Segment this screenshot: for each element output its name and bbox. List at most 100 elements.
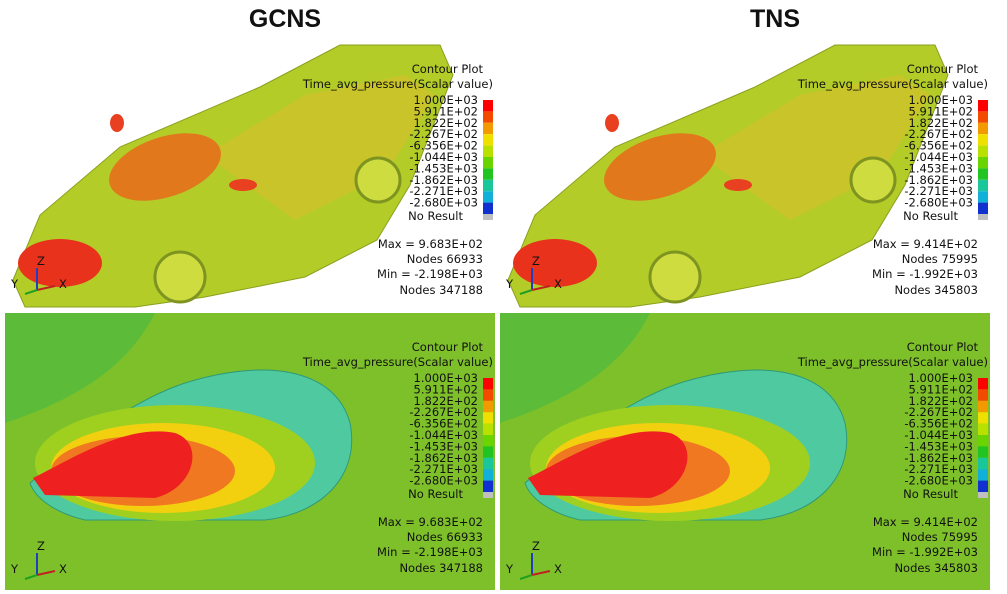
legend-level: -6.356E+02 bbox=[409, 417, 478, 431]
color-band bbox=[483, 179, 493, 192]
contour bbox=[33, 431, 193, 498]
legend-level: -1.862E+03 bbox=[904, 451, 973, 465]
color-band bbox=[978, 202, 988, 214]
axis-label: Y bbox=[10, 277, 19, 291]
legend-level: 1.822E+02 bbox=[414, 394, 478, 408]
color-band bbox=[978, 400, 988, 413]
wheel bbox=[354, 156, 402, 204]
axis-label: X bbox=[554, 562, 562, 576]
mirror bbox=[229, 179, 257, 191]
legend-level: 1.000E+03 bbox=[414, 371, 478, 385]
color-band bbox=[978, 378, 988, 390]
color-band bbox=[483, 469, 493, 481]
stat-min-nodes: Nodes 345803 bbox=[894, 283, 978, 297]
front-pressure bbox=[18, 239, 102, 287]
legend-level: -1.862E+03 bbox=[409, 173, 478, 187]
wheel bbox=[153, 250, 207, 304]
mirror bbox=[110, 114, 124, 132]
legend-level: 5.911E+02 bbox=[909, 104, 973, 118]
column-title: GCNS bbox=[249, 5, 321, 33]
color-band bbox=[483, 480, 493, 492]
stat-min-nodes: Nodes 345803 bbox=[894, 561, 978, 575]
no-result: No Result bbox=[408, 209, 463, 223]
legend-level: -1.453E+03 bbox=[904, 439, 973, 453]
legend-level: -1.044E+03 bbox=[409, 428, 478, 442]
stat-max-nodes: Nodes 66933 bbox=[407, 252, 483, 266]
axis-label: Y bbox=[505, 277, 514, 291]
legend-level: -6.356E+02 bbox=[904, 139, 973, 153]
stat-max: Max = 9.683E+02 bbox=[378, 515, 483, 529]
legend-level: 1.000E+03 bbox=[414, 93, 478, 107]
legend-level: -1.453E+03 bbox=[409, 161, 478, 175]
stat-min: Min = -2.198E+03 bbox=[377, 267, 483, 281]
legend-level: -2.267E+02 bbox=[409, 405, 478, 419]
axis-y bbox=[519, 289, 533, 295]
color-band bbox=[978, 134, 988, 146]
color-band bbox=[978, 122, 988, 135]
legend-level: -2.271E+03 bbox=[409, 462, 478, 476]
legend-level: 1.822E+02 bbox=[909, 394, 973, 408]
color-band bbox=[978, 446, 988, 458]
no-result: No Result bbox=[408, 487, 463, 501]
legend-title: Contour Plot bbox=[412, 62, 484, 76]
car-roof bbox=[205, 75, 435, 220]
stat-max: Max = 9.414E+02 bbox=[873, 515, 978, 529]
legend-level: -2.271E+03 bbox=[409, 184, 478, 198]
legend-title: Contour Plot bbox=[907, 62, 979, 76]
legend-level: -1.453E+03 bbox=[409, 439, 478, 453]
color-band bbox=[483, 457, 493, 470]
stat-max: Max = 9.414E+02 bbox=[873, 237, 978, 251]
stat-max: Max = 9.683E+02 bbox=[378, 237, 483, 251]
hood-pressure bbox=[109, 133, 221, 201]
color-band bbox=[483, 168, 493, 180]
color-band bbox=[483, 134, 493, 146]
legend-title: Contour Plot bbox=[907, 340, 979, 354]
no-result: No Result bbox=[903, 209, 958, 223]
legend-level: -1.862E+03 bbox=[409, 451, 478, 465]
legend-level: -2.680E+03 bbox=[904, 474, 973, 488]
color-band bbox=[978, 111, 988, 123]
color-band bbox=[978, 145, 988, 157]
axis-x bbox=[531, 285, 551, 291]
column-title: TNS bbox=[750, 5, 800, 33]
stat-min-nodes: Nodes 347188 bbox=[399, 561, 483, 575]
color-band bbox=[483, 446, 493, 458]
axis-y bbox=[24, 289, 38, 295]
axis-y bbox=[24, 574, 38, 580]
axis-label: X bbox=[59, 277, 67, 291]
color-band bbox=[978, 435, 988, 447]
stat-min: Min = -1.992E+03 bbox=[872, 267, 978, 281]
no-result-swatch bbox=[483, 214, 493, 220]
stat-min: Min = -2.198E+03 bbox=[377, 545, 483, 559]
color-band bbox=[978, 469, 988, 481]
wheel bbox=[648, 250, 702, 304]
axis-label: X bbox=[59, 562, 67, 576]
legend-level: -1.044E+03 bbox=[904, 150, 973, 164]
legend-level: -1.044E+03 bbox=[904, 428, 973, 442]
legend-level: -2.267E+02 bbox=[904, 405, 973, 419]
legend-scalar: Time_avg_pressure(Scalar value) bbox=[302, 355, 493, 369]
legend-level: 5.911E+02 bbox=[909, 382, 973, 396]
axis-x bbox=[531, 570, 551, 576]
no-result-swatch bbox=[978, 214, 988, 220]
no-result: No Result bbox=[903, 487, 958, 501]
axis-label: Z bbox=[37, 254, 45, 268]
background-region bbox=[500, 313, 650, 423]
axis-label: Z bbox=[532, 539, 540, 553]
legend-level: -2.271E+03 bbox=[904, 462, 973, 476]
color-band bbox=[483, 111, 493, 123]
color-band bbox=[483, 202, 493, 214]
axis-label: Z bbox=[37, 539, 45, 553]
no-result-swatch bbox=[483, 492, 493, 498]
color-band bbox=[978, 480, 988, 492]
stat-max-nodes: Nodes 75995 bbox=[902, 530, 978, 544]
legend-level: -2.271E+03 bbox=[904, 184, 973, 198]
legend-title: Contour Plot bbox=[412, 340, 484, 354]
mirror bbox=[605, 114, 619, 132]
stat-min-nodes: Nodes 347188 bbox=[399, 283, 483, 297]
color-band bbox=[978, 412, 988, 424]
